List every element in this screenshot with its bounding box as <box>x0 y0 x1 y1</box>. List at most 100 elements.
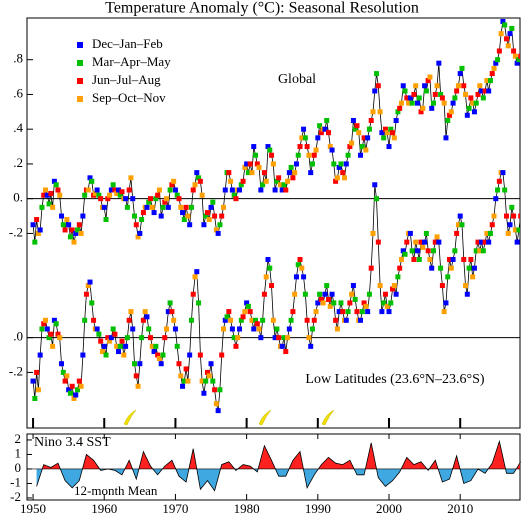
data-point <box>131 361 137 367</box>
data-point <box>404 239 410 245</box>
data-point <box>276 175 282 181</box>
data-point <box>304 317 310 323</box>
data-point <box>436 60 442 66</box>
data-point <box>398 100 404 106</box>
data-point <box>41 321 47 327</box>
data-point <box>468 95 474 101</box>
data-point <box>411 91 417 97</box>
data-point <box>190 187 196 193</box>
data-point <box>459 222 465 228</box>
data-point <box>511 213 517 219</box>
data-point <box>491 65 497 71</box>
data-point <box>261 170 267 176</box>
data-point <box>59 361 65 367</box>
data-point <box>496 48 502 54</box>
data-point <box>34 217 40 223</box>
data-point <box>377 109 383 115</box>
data-point <box>89 300 95 306</box>
data-point <box>418 239 424 245</box>
data-point <box>496 178 502 184</box>
data-point <box>425 78 431 84</box>
data-point <box>507 222 513 228</box>
data-point <box>123 343 129 349</box>
data-point <box>217 222 223 228</box>
data-point <box>151 349 157 355</box>
data-point <box>149 204 155 210</box>
data-point <box>382 291 388 297</box>
data-point <box>502 187 508 193</box>
data-point <box>427 256 433 262</box>
data-point <box>484 78 490 84</box>
data-point <box>162 199 168 205</box>
data-point <box>471 109 477 115</box>
y-tick-label: .0 <box>13 329 23 344</box>
data-point <box>174 343 180 349</box>
data-point <box>514 239 520 245</box>
data-point <box>313 147 319 153</box>
data-point <box>331 161 337 167</box>
data-point <box>43 317 49 323</box>
data-point <box>318 296 324 302</box>
data-point <box>30 378 36 384</box>
data-point <box>156 187 162 193</box>
data-point <box>196 300 202 306</box>
volcano-markers <box>123 409 335 426</box>
data-point <box>245 303 251 309</box>
data-point <box>137 230 143 236</box>
data-point <box>398 256 404 262</box>
data-point <box>368 265 374 271</box>
data-point <box>439 283 445 289</box>
data-point <box>208 361 214 367</box>
data-point <box>489 71 495 77</box>
data-point <box>238 182 244 188</box>
y-tick-label: .4 <box>13 120 23 135</box>
data-point <box>352 126 358 132</box>
data-point <box>431 100 437 106</box>
data-point <box>427 74 433 80</box>
data-point <box>274 178 280 184</box>
data-point <box>493 60 499 66</box>
data-point <box>98 338 104 344</box>
data-point <box>244 300 250 306</box>
x-tick-label: 1970 <box>162 501 188 516</box>
data-point <box>172 326 178 332</box>
data-point <box>204 210 210 216</box>
data-point <box>505 43 511 49</box>
data-point <box>375 83 381 89</box>
data-point <box>455 83 461 89</box>
data-point <box>502 22 508 28</box>
data-point <box>203 213 209 219</box>
data-point <box>146 326 152 332</box>
data-point <box>347 144 353 150</box>
data-point <box>370 109 376 115</box>
data-point <box>101 204 107 210</box>
data-point <box>244 161 250 167</box>
data-point <box>311 152 317 158</box>
data-point <box>365 309 371 315</box>
data-point <box>213 227 219 233</box>
data-point <box>201 390 207 396</box>
y-tick-label: -.2 <box>9 224 23 239</box>
data-point <box>92 190 98 196</box>
data-point <box>377 283 383 289</box>
data-point <box>480 95 486 101</box>
data-point <box>518 53 520 59</box>
data-point <box>176 196 182 202</box>
data-point <box>73 230 79 236</box>
data-point <box>416 95 422 101</box>
data-point <box>276 335 282 341</box>
data-point <box>176 361 182 367</box>
data-point <box>194 170 200 176</box>
data-point <box>397 265 403 271</box>
data-point <box>439 95 445 101</box>
data-point <box>105 335 111 341</box>
data-point <box>50 204 56 210</box>
data-point <box>309 161 315 167</box>
data-point <box>283 349 289 355</box>
data-point <box>507 31 513 37</box>
data-point <box>144 204 150 210</box>
data-point <box>363 147 369 153</box>
data-point <box>188 204 194 210</box>
data-point <box>115 349 121 355</box>
data-point <box>185 378 191 384</box>
